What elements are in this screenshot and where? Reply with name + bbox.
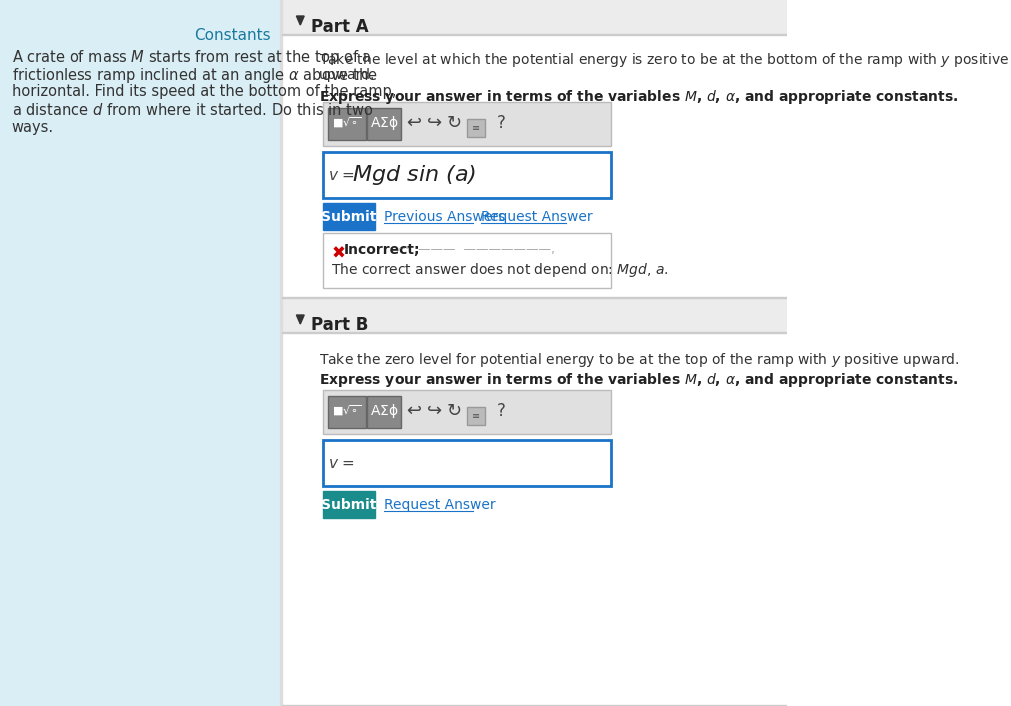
Bar — [323, 390, 611, 434]
Text: ?: ? — [496, 402, 506, 420]
Text: Take the level at which the potential energy is zero to be at the bottom of the : Take the level at which the potential en… — [318, 51, 1009, 69]
Bar — [323, 491, 375, 518]
Text: Submit: Submit — [320, 210, 376, 224]
Text: A crate of mass $M$ starts from rest at the top of a: A crate of mass $M$ starts from rest at … — [12, 48, 371, 67]
Text: ↻: ↻ — [447, 114, 462, 132]
Text: Incorrect;: Incorrect; — [344, 243, 421, 257]
Bar — [367, 108, 401, 140]
Text: horizontal. Find its speed at the bottom of the ramp,: horizontal. Find its speed at the bottom… — [12, 84, 396, 99]
Text: Part A: Part A — [311, 18, 369, 36]
Text: Previous Answers: Previous Answers — [383, 210, 504, 224]
Polygon shape — [296, 16, 304, 25]
Text: Take the zero level for potential energy to be at the top of the ramp with $y$ p: Take the zero level for potential energy… — [318, 351, 959, 369]
Text: frictionless ramp inclined at an angle $\alpha$ above the: frictionless ramp inclined at an angle $… — [12, 66, 377, 85]
Bar — [467, 407, 485, 425]
Text: $Mgd$ sin ($a$): $Mgd$ sin ($a$) — [352, 163, 476, 187]
Text: Submit: Submit — [320, 498, 376, 512]
Bar — [367, 396, 401, 428]
Bar — [282, 298, 787, 332]
Text: ↩: ↩ — [406, 114, 422, 132]
Text: ···  ———  ———————,: ··· ——— ———————, — [398, 244, 555, 256]
Bar — [282, 332, 787, 333]
Text: Request Answer: Request Answer — [481, 210, 592, 224]
Text: $v$ =: $v$ = — [329, 455, 355, 470]
Text: $\mathrm{A\Sigma\phi}$: $\mathrm{A\Sigma\phi}$ — [370, 402, 398, 420]
Text: ↻: ↻ — [447, 402, 462, 420]
Text: The correct answer does not depend on: $Mgd$, $a$.: The correct answer does not depend on: $… — [332, 261, 669, 279]
Polygon shape — [296, 315, 304, 324]
Bar — [282, 0, 787, 34]
Text: $\blacksquare\sqrt{\circ}$: $\blacksquare\sqrt{\circ}$ — [333, 404, 362, 418]
Text: $v$ =: $v$ = — [329, 167, 355, 182]
Bar — [329, 108, 366, 140]
Text: a distance $d$ from where it started. Do this in two: a distance $d$ from where it started. Do… — [12, 102, 373, 118]
Text: $\blacksquare\sqrt{\circ}$: $\blacksquare\sqrt{\circ}$ — [333, 116, 362, 130]
Text: ✖: ✖ — [332, 245, 346, 263]
Text: $\mathrm{A\Sigma\phi}$: $\mathrm{A\Sigma\phi}$ — [370, 114, 398, 132]
Bar — [323, 152, 611, 198]
Text: ↪: ↪ — [427, 114, 442, 132]
Bar — [282, 0, 787, 706]
Text: Express your answer in terms of the variables $M$, $d$, $\alpha$, and appropriat: Express your answer in terms of the vari… — [318, 371, 958, 389]
Bar — [282, 705, 787, 706]
Text: upward.: upward. — [318, 68, 375, 82]
Bar — [0, 0, 280, 706]
Bar — [282, 34, 787, 35]
Text: ↩: ↩ — [406, 402, 422, 420]
Text: ≡: ≡ — [472, 411, 480, 421]
Bar — [329, 396, 366, 428]
Bar — [323, 203, 375, 230]
Bar — [282, 297, 787, 298]
Text: ↪: ↪ — [427, 402, 442, 420]
Text: ≡: ≡ — [472, 123, 480, 133]
Bar — [323, 233, 611, 288]
Bar — [280, 0, 282, 706]
Text: Request Answer: Request Answer — [383, 498, 495, 512]
Text: ?: ? — [496, 114, 506, 132]
Bar — [323, 440, 611, 486]
Bar — [467, 119, 485, 137]
Text: ways.: ways. — [12, 120, 54, 135]
Text: Part B: Part B — [311, 316, 369, 334]
Text: Express your answer in terms of the variables $M$, $d$, $\alpha$, and appropriat: Express your answer in terms of the vari… — [318, 88, 958, 106]
Bar — [323, 102, 611, 146]
Text: Constants: Constants — [194, 28, 271, 43]
